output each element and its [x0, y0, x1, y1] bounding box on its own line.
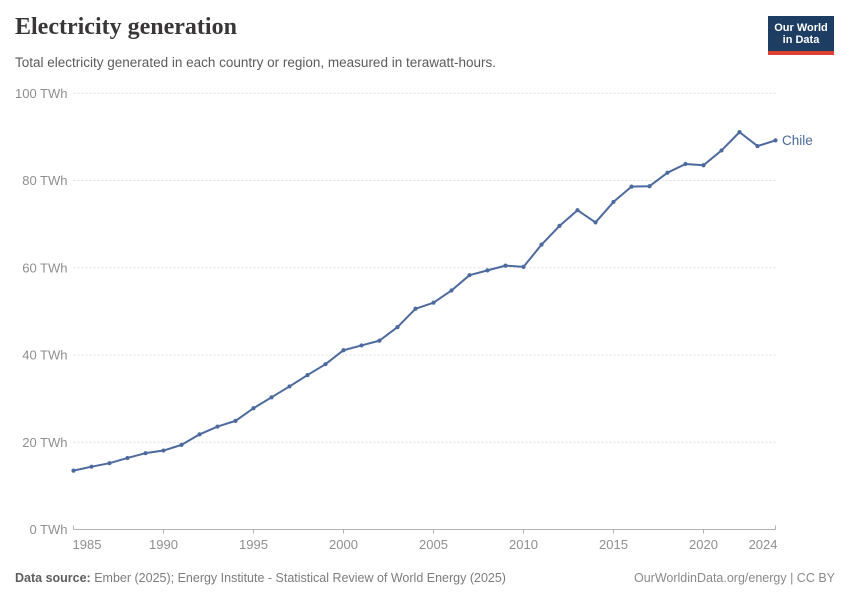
y-axis-tick-label: 80 TWh — [22, 173, 67, 188]
data-point-marker — [107, 461, 112, 466]
data-point-marker — [323, 362, 328, 367]
y-axis-tick-label: 20 TWh — [22, 435, 67, 450]
x-axis-tick-label: 2010 — [509, 537, 538, 552]
y-axis-tick-label: 0 TWh — [29, 522, 67, 537]
data-point-marker — [215, 424, 220, 429]
credit-link[interactable]: OurWorldinData.org/energy | CC BY — [633, 571, 835, 585]
x-axis-tick-label: 2000 — [329, 537, 358, 552]
chart-footer: Data source: Ember (2025); Energy Instit… — [15, 571, 835, 585]
data-point-marker — [251, 406, 256, 411]
data-point-marker — [557, 223, 562, 229]
owid-logo[interactable]: Our World in Data — [768, 16, 834, 55]
y-axis-tick-label: 100 TWh — [15, 86, 68, 101]
data-point-marker — [629, 184, 634, 189]
x-axis-tick-label: 1990 — [149, 537, 178, 552]
data-point-marker — [395, 325, 400, 330]
data-point-marker — [701, 163, 706, 168]
owid-logo-line2: in Data — [782, 33, 820, 46]
series-label-chile[interactable]: Chile — [782, 133, 813, 148]
data-source-note: Data source: Ember (2025); Energy Instit… — [15, 571, 506, 585]
data-point-marker — [593, 220, 598, 225]
data-source-text: Ember (2025); Energy Institute - Statist… — [90, 571, 506, 585]
data-point-marker — [287, 384, 292, 389]
data-point-marker — [467, 273, 472, 278]
data-point-marker — [305, 372, 310, 378]
data-point-marker — [575, 208, 580, 213]
x-axis-tick-label: 1995 — [239, 537, 268, 552]
x-axis-tick-label: 2020 — [689, 537, 718, 552]
data-point-marker — [647, 184, 652, 189]
x-axis-tick-label: 2024 — [749, 537, 778, 552]
x-axis-tick-label: 2015 — [599, 537, 628, 552]
data-point-marker — [161, 448, 166, 453]
data-point-marker — [503, 263, 508, 268]
data-point-marker — [737, 130, 742, 135]
data-point-marker — [521, 264, 526, 270]
y-axis-tick-label: 60 TWh — [22, 260, 67, 275]
data-line-chile[interactable] — [72, 131, 777, 472]
data-point-marker — [413, 306, 418, 311]
data-point-marker — [431, 300, 436, 305]
chart-subtitle: Total electricity generated in each coun… — [15, 55, 496, 70]
data-point-marker — [755, 143, 760, 149]
data-point-marker — [143, 451, 148, 456]
data-point-marker — [719, 148, 724, 153]
x-axis-tick-label: 2005 — [419, 537, 448, 552]
data-point-marker — [683, 161, 688, 167]
data-point-marker — [233, 418, 238, 423]
data-point-marker — [773, 138, 778, 143]
data-point-marker — [359, 343, 364, 348]
data-point-marker — [179, 442, 184, 447]
data-point-marker — [269, 395, 274, 400]
data-point-marker — [197, 432, 202, 437]
data-point-marker — [125, 455, 130, 461]
data-point-marker — [539, 242, 544, 247]
data-point-marker — [449, 288, 454, 293]
data-point-marker — [341, 348, 346, 353]
data-point-marker — [71, 468, 76, 473]
y-axis-tick-label: 40 TWh — [22, 348, 67, 363]
x-axis-tick-label: 1985 — [73, 537, 102, 552]
data-point-marker — [485, 268, 490, 273]
data-point-marker — [89, 464, 94, 469]
data-point-marker — [611, 199, 616, 205]
page-title: Electricity generation — [15, 14, 237, 40]
data-point-marker — [665, 170, 670, 175]
data-source-label: Data source: — [15, 571, 91, 585]
owid-logo-line1: Our World — [774, 21, 828, 34]
data-point-marker — [377, 338, 382, 343]
